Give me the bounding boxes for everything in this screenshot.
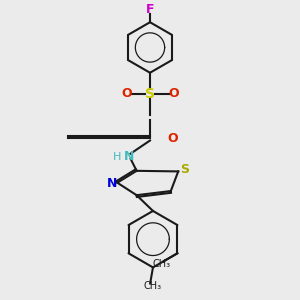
Text: S: S [145, 86, 155, 100]
Text: N: N [124, 150, 134, 163]
Text: H: H [113, 152, 122, 162]
Text: CH₃: CH₃ [153, 259, 171, 269]
Text: CH₃: CH₃ [143, 281, 162, 291]
Text: F: F [146, 3, 154, 16]
Text: O: O [121, 87, 131, 100]
Text: O: O [169, 87, 179, 100]
Text: N: N [107, 177, 117, 190]
Text: S: S [180, 164, 189, 176]
Text: O: O [167, 132, 178, 145]
